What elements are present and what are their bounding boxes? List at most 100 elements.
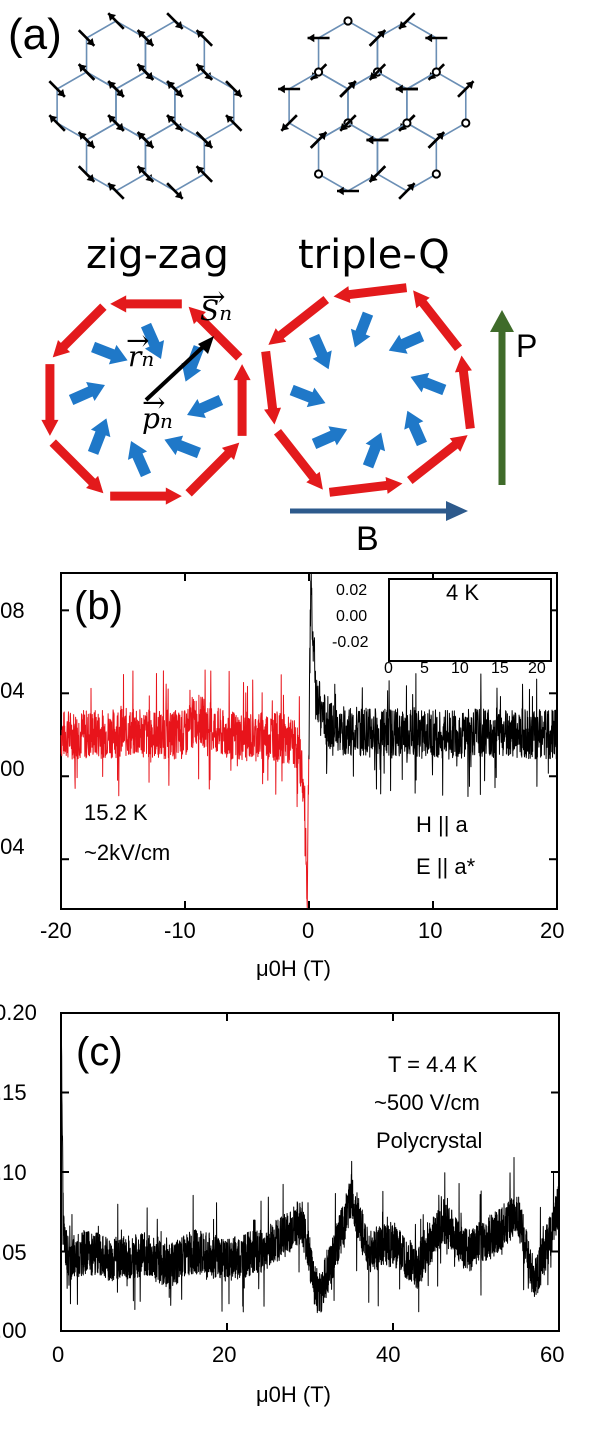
c-xtick-1: 20: [212, 1342, 237, 1367]
spin-arrowhead: [465, 81, 474, 90]
spin-arrowhead: [196, 64, 205, 73]
field-arrows: [144, 310, 514, 521]
dipole-arrow-blue: [388, 330, 425, 354]
dipole-arrow-blue: [164, 435, 201, 459]
annotation-field-b: ~2kV/cm: [84, 840, 171, 865]
inset-frame: [388, 578, 552, 662]
spin-arrow-red: [413, 290, 463, 352]
spin-arrowhead: [347, 81, 356, 90]
spin-arrowhead: [377, 30, 386, 39]
spin-arrow-red: [110, 295, 182, 313]
c-ytick-3: .05: [0, 1240, 27, 1265]
spin-arrowhead: [204, 139, 213, 148]
dipole-arrow-blue: [87, 418, 111, 455]
series-line-b: [308, 572, 558, 797]
spin-arrowhead: [78, 64, 87, 73]
c-xtick-3: 60: [540, 1342, 565, 1367]
inset-ytick-2: -0.02: [332, 634, 369, 651]
dipole-arrow-blue: [350, 311, 374, 348]
dipole-arrow-blue: [181, 345, 205, 382]
spin-arrowhead: [167, 115, 175, 124]
spin-arrowhead: [428, 71, 437, 80]
annotation-H: H || a: [416, 812, 468, 837]
spin-arrow-red: [333, 283, 408, 304]
spin-arrowhead: [278, 84, 285, 94]
spin-arrowhead: [337, 186, 344, 196]
spin-arrowhead: [108, 183, 117, 192]
spin-arrowhead: [436, 132, 445, 141]
spin-arrow-red: [41, 364, 59, 436]
dipole-arrow-blue: [404, 410, 428, 447]
annotation-sample-c: Polycrystal: [376, 1128, 483, 1153]
dipole-arrow-blue: [91, 341, 128, 365]
polarization-vector-label: → pn: [142, 386, 173, 435]
spin-arrowhead: [137, 166, 146, 175]
inset-xtick-1: 5: [420, 660, 429, 677]
zero-spin-site: [402, 118, 412, 128]
B-label: B: [356, 520, 379, 558]
inset-xtick-0: 0: [384, 660, 393, 677]
octagon-left: [41, 295, 251, 505]
inset-title: 4 K: [446, 580, 480, 605]
series-line-c: [60, 1015, 560, 1314]
spin-arrow-red: [49, 439, 104, 494]
spin-arrowhead: [145, 71, 154, 80]
spin-arrowhead: [49, 115, 58, 124]
spin-arrowhead: [57, 88, 65, 97]
spin-arrowhead: [340, 122, 349, 131]
inset-ytick-1: 0.00: [336, 608, 368, 625]
spin-arrow-red: [406, 435, 468, 485]
inset-xtick-4: 20: [528, 660, 546, 677]
tripleq-lattice: [278, 12, 475, 200]
spin-arrow-red: [268, 295, 330, 345]
zero-spin-site: [431, 67, 441, 77]
spin-arrowhead: [369, 173, 378, 182]
spin-arrowhead: [196, 166, 205, 175]
dipole-arrow-blue: [68, 381, 105, 406]
caption-tripleq: triple-Q: [298, 232, 450, 278]
panel-b-label: (b): [74, 584, 123, 628]
panel-a-label: (a): [8, 10, 62, 59]
spin-arrowhead: [281, 122, 290, 131]
spin-arrowhead: [174, 20, 183, 29]
spin-arrowhead: [233, 88, 242, 97]
panel-c-label: (c): [76, 1030, 123, 1074]
octagon-right: [261, 283, 475, 497]
b-ytick-1: .04: [0, 678, 25, 703]
P-label: P: [516, 328, 538, 364]
b-xtick-4: 20: [540, 918, 565, 943]
spin-arrowhead: [145, 139, 154, 148]
zero-spin-site: [313, 169, 324, 179]
c-ytick-1: .15: [0, 1080, 27, 1105]
spin-arrowhead: [174, 190, 183, 199]
b-ytick-2: .00: [0, 756, 25, 781]
zero-spin-site: [313, 67, 324, 77]
dipole-arrow-blue: [187, 394, 224, 419]
dipole-arrow-blue: [311, 426, 348, 450]
spin-arrowhead: [137, 30, 146, 39]
annotation-E: E || a*: [416, 854, 476, 879]
spin-arrow-red: [261, 350, 282, 425]
spin-arrowhead: [86, 173, 95, 182]
annotation-field-c: ~500 V/cm: [374, 1090, 480, 1115]
spin-arrowhead: [366, 135, 374, 145]
b-xtick-2: 0: [302, 918, 315, 943]
spin-arrow-red: [52, 303, 107, 358]
dipole-arrow-blue: [289, 384, 326, 408]
b-xlabel: μ0H (T): [256, 956, 332, 981]
dipole-arrow-blue: [362, 432, 386, 469]
inset-xtick-3: 15: [491, 660, 509, 677]
spin-arrowhead: [115, 122, 124, 131]
zero-spin-site: [343, 16, 353, 26]
spin-arrow-red: [188, 306, 243, 361]
spin-arrowhead: [425, 33, 433, 43]
inset-ytick-0: 0.02: [336, 582, 368, 599]
c-ytick-2: .10: [0, 1160, 27, 1185]
spin-arrowhead: [108, 13, 117, 22]
spin-arrowhead: [406, 183, 415, 192]
zero-spin-site: [461, 118, 471, 128]
spin-arrowhead: [108, 81, 117, 90]
spin-arrow-red: [110, 487, 182, 505]
spin-arrow-red: [273, 428, 323, 490]
